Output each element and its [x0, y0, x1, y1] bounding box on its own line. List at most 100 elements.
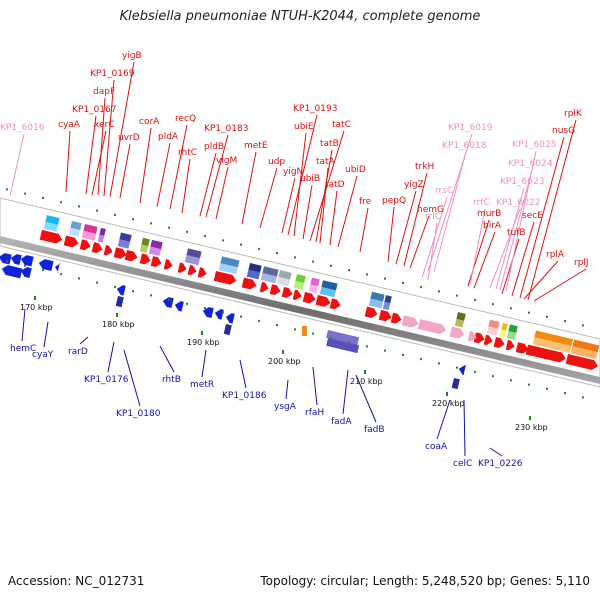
rna-leader-line: [9, 133, 25, 197]
forward-leader-line: [359, 207, 369, 253]
forward-gene-block: [488, 319, 500, 329]
reverse-leader-line: [43, 321, 49, 348]
upper-tick-dot: [366, 273, 368, 276]
forward-gene-block: [148, 246, 162, 257]
rna-leader-line: [427, 222, 438, 281]
forward-gene-label: recQ: [175, 114, 196, 124]
forward-gene-label: rplJ: [574, 258, 589, 268]
lower-tick-dot: [6, 260, 8, 263]
forward-gene-block: [370, 291, 385, 302]
forward-gene-arrow: [378, 309, 392, 322]
scale-tick-label: 180 kbp: [102, 320, 135, 329]
lower-tick-dot: [96, 281, 98, 284]
lower-tick-dot: [474, 370, 476, 373]
reverse-gene-label: rfaH: [305, 408, 324, 418]
reverse-gene-arrow: [0, 253, 12, 265]
forward-gene-block: [486, 326, 499, 336]
rna-gene-arrow: [467, 330, 477, 342]
lower-tick-dot: [492, 375, 494, 378]
reverse-gene-label: celC: [453, 459, 472, 469]
rna-gene-label: KP1_6025: [512, 140, 556, 150]
forward-gene-label: rhtC: [178, 148, 197, 158]
forward-gene-label: birA: [483, 221, 502, 231]
lower-tick-dot: [348, 341, 350, 344]
rna-gene-arrow: [401, 315, 419, 328]
forward-leader-line: [519, 136, 565, 299]
forward-gene-block: [508, 324, 518, 334]
reverse-leader-line: [285, 379, 289, 400]
forward-leader-line: [97, 97, 106, 196]
reverse-leader-line: [463, 399, 466, 457]
reverse-gene-label: cyaY: [32, 350, 54, 360]
lower-tick-dot: [150, 294, 152, 297]
scale-tick-mark: [201, 331, 203, 335]
forward-leader-line: [511, 221, 535, 297]
lower-tick-dot: [132, 290, 134, 293]
forward-gene-block: [295, 274, 306, 283]
reverse-gene-arrow: [458, 365, 466, 376]
forward-gene-block: [384, 295, 392, 304]
forward-gene-label: KP1_0183: [204, 124, 248, 134]
forward-gene-block: [218, 263, 238, 275]
upper-tick-dot: [204, 235, 206, 238]
rna-leader-line: [469, 208, 486, 286]
upper-tick-dot: [258, 247, 260, 250]
label-leader-lines: [9, 61, 587, 457]
forward-leader-line: [85, 115, 97, 195]
forward-gene-arrow: [302, 291, 316, 304]
scale-tick-label: 190 kbp: [187, 338, 220, 347]
upper-tick-dot: [384, 277, 386, 280]
forward-gene-label: rplK: [564, 109, 583, 119]
forward-gene-block: [501, 322, 508, 331]
forward-gene-label: yigN: [283, 167, 303, 177]
forward-leader-line: [181, 158, 191, 214]
reverse-gene-arrow: [20, 255, 34, 267]
rna-gene-label: KP1_6016: [0, 123, 45, 133]
forward-gene-arrow: [259, 281, 269, 293]
forward-gene-label: KP1_0193: [293, 104, 337, 114]
forward-gene-label: fre: [359, 197, 372, 207]
forward-gene-label: pldA: [158, 132, 179, 142]
forward-gene-label: tatC: [332, 120, 351, 130]
forward-gene-block: [293, 280, 305, 290]
upper-tick-dot: [546, 315, 548, 318]
forward-leader-line: [395, 190, 417, 265]
reverse-gene-label: KP1_0186: [222, 391, 267, 401]
forward-gene-block: [310, 277, 320, 287]
forward-gene-block: [499, 329, 507, 338]
rna-gene-label: rrlC: [425, 212, 441, 222]
rna-leader-line: [499, 169, 533, 291]
forward-gene-arrow: [103, 245, 113, 256]
forward-gene-arrow: [124, 249, 138, 262]
forward-gene-block: [506, 331, 517, 340]
forward-gene-block: [119, 232, 132, 242]
forward-gene-label: pldB: [204, 142, 224, 152]
rna-gene-arrow: [417, 319, 447, 335]
reverse-gene-arrow: [214, 309, 224, 320]
upper-tick-dot: [42, 196, 44, 199]
forward-gene-label: nusG: [552, 126, 575, 136]
reverse-gene-arrow: [20, 267, 32, 279]
forward-gene-arrow: [565, 354, 598, 370]
reverse-gene-label: coaA: [425, 442, 448, 452]
forward-gene-arrow: [315, 295, 331, 307]
upper-tick-dot: [168, 226, 170, 229]
rna-gene-label: KP1_6019: [448, 123, 493, 133]
forward-leader-line: [403, 172, 428, 267]
forward-gene-block: [99, 227, 106, 236]
forward-gene-arrow: [163, 259, 173, 270]
forward-gene-block: [70, 220, 82, 231]
forward-gene-block: [141, 237, 150, 247]
reverse-gene-block: [326, 338, 360, 354]
forward-gene-arrow: [364, 306, 378, 318]
forward-gene-block: [572, 339, 600, 353]
forward-gene-label: metE: [244, 141, 268, 151]
forward-gene-block: [81, 230, 97, 241]
reverse-gene-label: hemC: [10, 344, 36, 354]
forward-gene-label: ubiB: [300, 174, 320, 184]
forward-leader-line: [473, 231, 496, 289]
scale-tick-mark: [446, 392, 448, 396]
reverse-gene-label: KP1_0176: [84, 375, 129, 385]
forward-leader-line: [315, 149, 333, 243]
upper-tick-dot: [96, 209, 98, 212]
